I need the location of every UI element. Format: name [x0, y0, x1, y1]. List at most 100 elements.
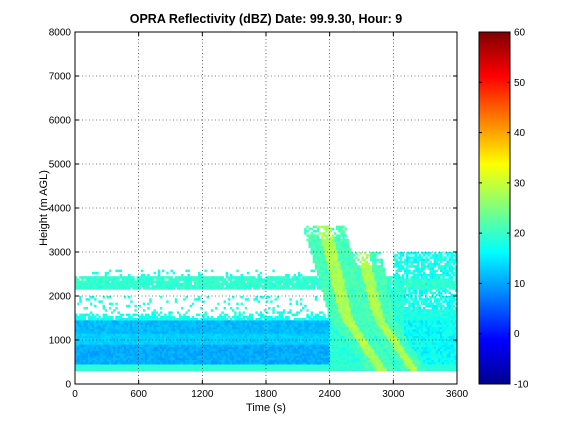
- reflectivity-cell: [219, 276, 222, 279]
- reflectivity-cell: [168, 342, 171, 345]
- reflectivity-cell: [138, 355, 142, 358]
- reflectivity-cell: [263, 309, 267, 312]
- reflectivity-cell: [170, 357, 173, 361]
- reflectivity-cell: [85, 351, 89, 354]
- reflectivity-cell: [104, 285, 108, 288]
- reflectivity-cell: [268, 315, 271, 319]
- reflectivity-cell: [329, 355, 333, 358]
- reflectivity-cell: [346, 364, 350, 367]
- reflectivity-cell: [121, 329, 125, 332]
- reflectivity-cell: [153, 346, 156, 350]
- reflectivity-cell: [96, 355, 99, 358]
- reflectivity-cell: [121, 348, 125, 352]
- reflectivity-cell: [314, 236, 318, 240]
- reflectivity-cell: [96, 348, 99, 352]
- reflectivity-cell: [359, 296, 362, 299]
- reflectivity-cell: [119, 313, 122, 317]
- reflectivity-cell: [149, 355, 152, 358]
- reflectivity-cell: [289, 362, 292, 365]
- reflectivity-cell: [208, 353, 212, 356]
- reflectivity-cell: [176, 353, 180, 356]
- reflectivity-cell: [244, 335, 248, 339]
- reflectivity-cell: [217, 326, 220, 330]
- reflectivity-cell: [336, 267, 339, 270]
- reflectivity-cell: [251, 315, 254, 319]
- reflectivity-cell: [340, 285, 343, 288]
- reflectivity-cell: [329, 252, 333, 255]
- reflectivity-cell: [355, 359, 358, 363]
- reflectivity-cell: [212, 357, 216, 361]
- reflectivity-cell: [113, 351, 116, 354]
- reflectivity-cell: [242, 335, 246, 339]
- reflectivity-cell: [331, 355, 335, 358]
- reflectivity-cell: [77, 342, 80, 345]
- reflectivity-cell: [348, 296, 352, 299]
- reflectivity-cell: [270, 355, 273, 358]
- reflectivity-cell: [268, 280, 271, 284]
- reflectivity-cell: [212, 348, 216, 352]
- reflectivity-cell: [323, 267, 326, 270]
- reflectivity-cell: [151, 280, 154, 284]
- reflectivity-cell: [331, 267, 335, 270]
- reflectivity-cell: [236, 287, 239, 290]
- reflectivity-cell: [185, 329, 188, 332]
- reflectivity-cell: [242, 359, 246, 363]
- reflectivity-cell: [183, 368, 186, 372]
- reflectivity-cell: [193, 366, 197, 369]
- reflectivity-cell: [123, 276, 127, 279]
- reflectivity-cell: [331, 357, 335, 361]
- reflectivity-cell: [312, 285, 316, 288]
- reflectivity-cell: [193, 364, 197, 367]
- reflectivity-cell: [282, 357, 286, 361]
- reflectivity-cell: [145, 359, 148, 363]
- reflectivity-cell: [304, 278, 307, 281]
- reflectivity-cell: [289, 351, 292, 354]
- reflectivity-cell: [221, 285, 224, 288]
- reflectivity-cell: [287, 276, 290, 279]
- reflectivity-cell: [176, 340, 180, 343]
- reflectivity-cell: [128, 287, 131, 290]
- reflectivity-cell: [149, 337, 152, 341]
- reflectivity-cell: [106, 344, 110, 347]
- reflectivity-cell: [336, 331, 339, 334]
- reflectivity-cell: [149, 300, 152, 303]
- reflectivity-cell: [94, 355, 97, 358]
- reflectivity-cell: [117, 368, 120, 372]
- reflectivity-cell: [117, 311, 120, 314]
- reflectivity-cell: [295, 278, 299, 281]
- reflectivity-cell: [79, 285, 82, 288]
- reflectivity-cell: [166, 329, 169, 332]
- reflectivity-cell: [204, 287, 207, 290]
- reflectivity-cell: [225, 331, 229, 334]
- reflectivity-cell: [125, 285, 129, 288]
- reflectivity-cell: [142, 351, 146, 354]
- reflectivity-cell: [253, 326, 256, 330]
- reflectivity-cell: [293, 313, 297, 317]
- reflectivity-cell: [302, 326, 305, 330]
- reflectivity-cell: [289, 280, 292, 284]
- reflectivity-cell: [123, 353, 127, 356]
- reflectivity-cell: [289, 366, 292, 369]
- reflectivity-cell: [289, 355, 292, 358]
- reflectivity-cell: [336, 263, 339, 266]
- reflectivity-cell: [276, 331, 280, 334]
- reflectivity-cell: [350, 285, 354, 288]
- reflectivity-cell: [195, 276, 199, 279]
- reflectivity-cell: [121, 324, 125, 328]
- reflectivity-cell: [249, 335, 252, 339]
- reflectivity-cell: [274, 355, 277, 358]
- reflectivity-cell: [98, 331, 101, 334]
- reflectivity-cell: [94, 368, 97, 372]
- reflectivity-cell: [170, 315, 173, 319]
- reflectivity-cell: [353, 291, 356, 295]
- reflectivity-cell: [75, 315, 78, 319]
- reflectivity-cell: [219, 353, 222, 356]
- reflectivity-cell: [232, 315, 235, 319]
- reflectivity-cell: [327, 364, 330, 367]
- reflectivity-cell: [353, 302, 356, 306]
- reflectivity-cell: [202, 333, 205, 336]
- reflectivity-cell: [85, 344, 89, 347]
- reflectivity-cell: [89, 276, 93, 279]
- reflectivity-cell: [285, 274, 288, 277]
- reflectivity-cell: [314, 335, 318, 339]
